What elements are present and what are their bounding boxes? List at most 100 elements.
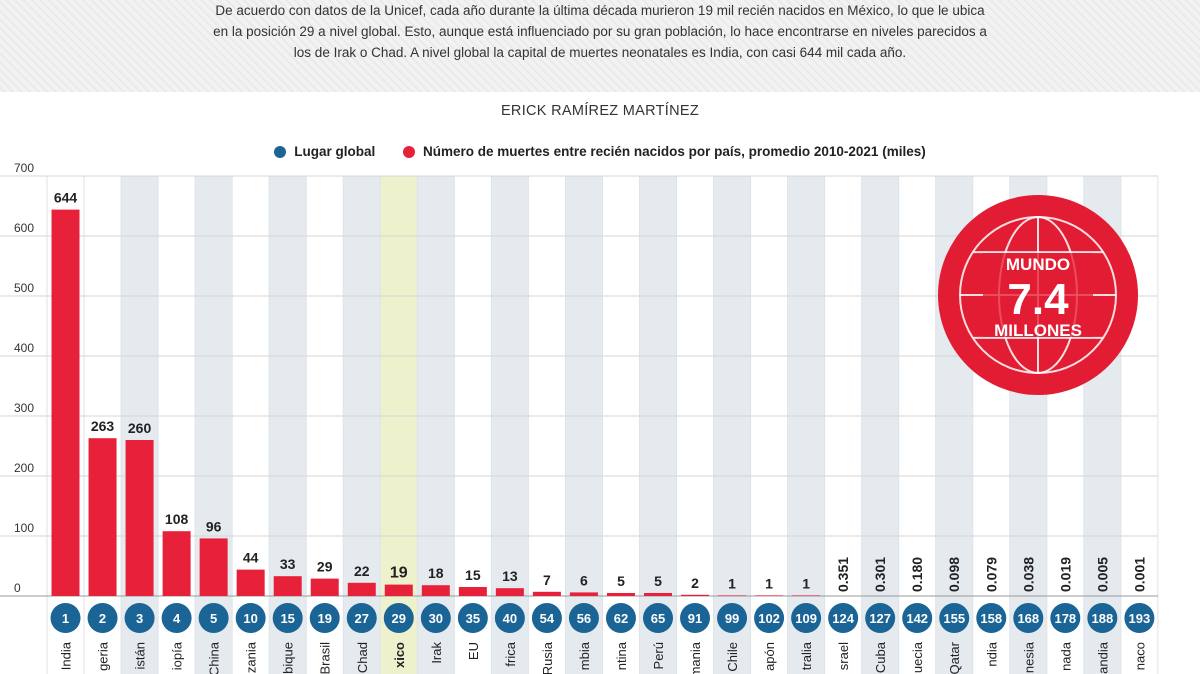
y-tick-label: 700	[14, 161, 34, 175]
rank-label: 2	[99, 611, 106, 626]
category-label: xico	[392, 642, 407, 668]
category-label: iopía	[170, 641, 185, 670]
data-label: 0.038	[1020, 557, 1036, 592]
bar	[606, 593, 635, 596]
rank-label: 35	[466, 611, 480, 626]
data-label: 22	[354, 563, 370, 579]
rank-circle	[1124, 603, 1155, 633]
category-label: mbia	[577, 641, 592, 670]
category-label: geria	[96, 641, 111, 671]
rank-circle	[828, 603, 859, 633]
category-label: landia	[1095, 641, 1110, 674]
rank-circle	[420, 603, 451, 633]
category-label: zania	[244, 641, 259, 673]
bar	[495, 588, 524, 596]
intro-line-1: De acuerdo con datos de la Unicef, cada …	[215, 3, 985, 18]
rank-label: 1	[62, 611, 69, 626]
rank-circle	[939, 603, 970, 633]
data-label: 19	[390, 565, 408, 582]
data-label: 13	[502, 568, 518, 584]
data-label: 2	[691, 575, 699, 591]
rank-label: 3	[136, 611, 143, 626]
category-label: naco	[1132, 642, 1147, 670]
author-byline: ERICK RAMÍREZ MARTÍNEZ	[500, 103, 700, 119]
bar	[125, 440, 154, 596]
bar	[162, 531, 191, 596]
rank-label: 124	[832, 611, 854, 626]
chart-legend: Lugar global Número de muertes entre rec…	[0, 144, 1200, 161]
bar	[569, 592, 598, 596]
data-label: 263	[91, 418, 115, 434]
data-label: 0.001	[1131, 557, 1147, 592]
rank-label: 19	[317, 611, 331, 626]
badge-top-label: MUNDO	[1006, 255, 1070, 274]
data-label: 7	[543, 572, 551, 588]
data-label: 15	[465, 567, 481, 583]
category-label: bique	[281, 642, 296, 674]
rank-label: 27	[355, 611, 369, 626]
column-band	[417, 176, 455, 674]
rank-label: 142	[906, 611, 928, 626]
y-tick-label: 100	[14, 521, 34, 535]
category-label: Brasil	[318, 642, 333, 674]
category-label: nesia	[1021, 641, 1036, 673]
y-tick-label: 600	[14, 221, 34, 235]
bar	[199, 538, 228, 596]
column-band	[861, 176, 899, 674]
rank-label: 178	[1054, 611, 1076, 626]
rank-circle	[754, 603, 785, 633]
rank-label: 127	[869, 611, 891, 626]
rank-circle	[457, 603, 488, 633]
data-label: 29	[317, 559, 333, 575]
column-band	[269, 176, 307, 674]
bar	[643, 593, 672, 596]
data-label: 44	[243, 550, 259, 566]
legend-deaths-label: Número de muertes entre recién nacidos p…	[423, 144, 926, 159]
rank-circle	[346, 603, 377, 633]
rank-circle	[902, 603, 933, 633]
category-label: China	[207, 641, 222, 674]
rank-circle	[531, 603, 562, 633]
y-tick-label: 200	[14, 461, 34, 475]
rank-circle	[1050, 603, 1081, 633]
category-label: apón	[762, 642, 777, 671]
rank-label: 10	[243, 611, 257, 626]
column-band	[491, 176, 529, 674]
data-label: 260	[128, 420, 152, 436]
rank-label: 56	[577, 611, 591, 626]
bar	[310, 578, 339, 596]
rank-circle	[605, 603, 636, 633]
category-label: tralia	[799, 641, 814, 670]
y-tick-label: 500	[14, 281, 34, 295]
data-label: 0.180	[909, 557, 925, 592]
data-label: 644	[54, 190, 78, 206]
rank-circle	[791, 603, 822, 633]
rank-circle	[568, 603, 599, 633]
rank-label: 109	[795, 611, 817, 626]
bar	[792, 595, 821, 596]
rank-circle	[161, 603, 192, 633]
rank-circle	[309, 603, 340, 633]
rank-label: 30	[429, 611, 443, 626]
rank-circle	[87, 603, 118, 633]
intro-line-3: los de Irak o Chad. A nivel global la ca…	[293, 45, 907, 60]
bar	[51, 209, 80, 596]
category-label: Irak	[429, 642, 444, 664]
legend-item-deaths: Número de muertes entre recién nacidos p…	[403, 144, 926, 159]
data-label: 0.079	[983, 557, 999, 592]
category-label: EU	[466, 642, 481, 660]
rank-circle	[235, 603, 266, 633]
rank-label: 193	[1129, 611, 1151, 626]
category-label: Chile	[725, 642, 740, 672]
data-label: 0.351	[835, 557, 851, 592]
data-label: 0.019	[1057, 557, 1073, 592]
rank-circle	[642, 603, 673, 633]
data-label: 1	[728, 575, 736, 591]
bar	[718, 595, 747, 596]
category-label: nada	[1058, 641, 1073, 671]
rank-circle	[272, 603, 303, 633]
data-label: 0.005	[1094, 557, 1110, 592]
rank-label: 54	[540, 611, 555, 626]
data-label: 108	[165, 511, 189, 527]
